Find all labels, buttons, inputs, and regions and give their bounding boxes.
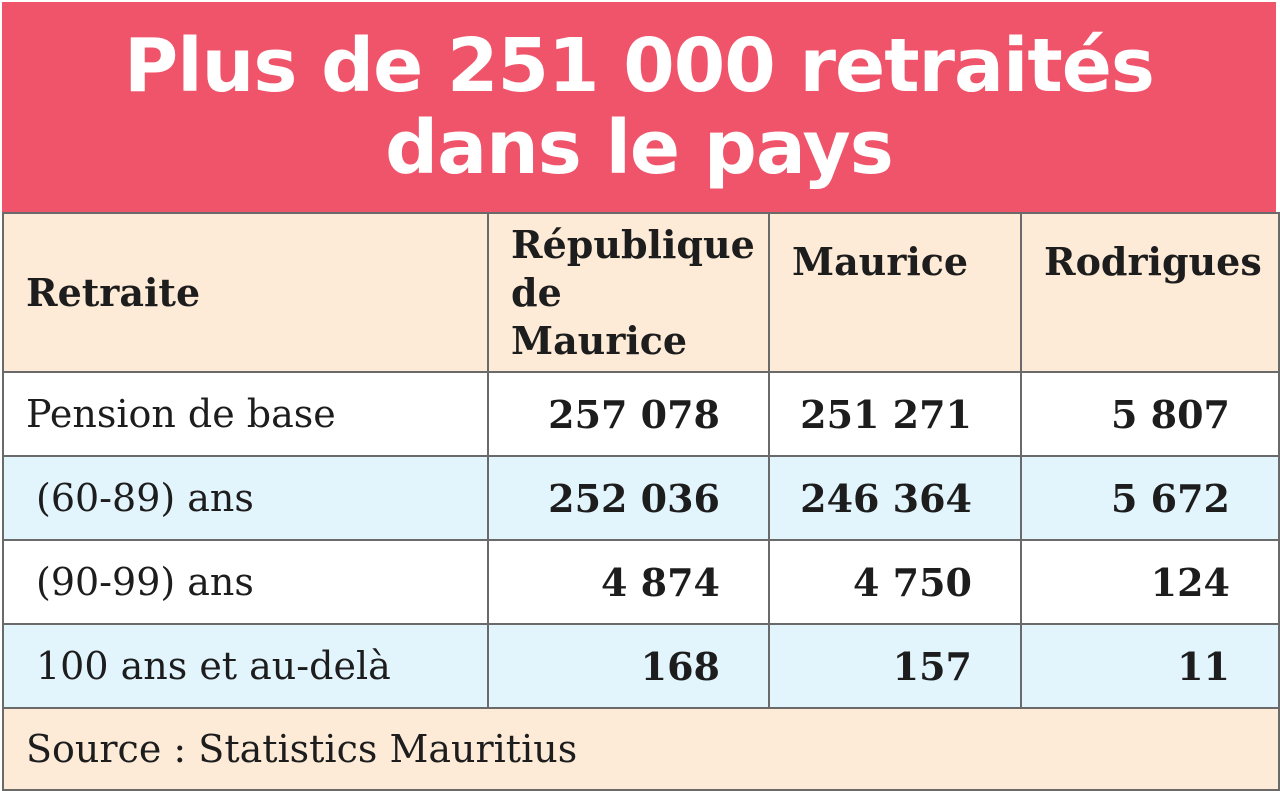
cell-republique: 257 078 (487, 371, 770, 457)
header-republique: République de Maurice (487, 212, 770, 373)
cell-rodrigues: 124 (1020, 539, 1280, 625)
source-row: Source : Statistics Mauritius (2, 707, 1280, 791)
cell-maurice: 4 750 (768, 539, 1022, 625)
table-row: (60-89) ans 252 036 246 364 5 672 (2, 455, 1280, 541)
row-label: (90-99) ans (2, 539, 489, 625)
table-row: 100 ans et au-delà 168 157 11 (2, 623, 1280, 709)
table-row: (90-99) ans 4 874 4 750 124 (2, 539, 1280, 625)
row-label: Pension de base (2, 371, 489, 457)
header-retraite: Retraite (2, 212, 489, 373)
cell-maurice: 251 271 (768, 371, 1022, 457)
infographic-title: Plus de 251 000 retraités dans le pays (2, 2, 1276, 212)
header-rodrigues: Rodrigues (1020, 212, 1280, 373)
source-note: Source : Statistics Mauritius (2, 707, 1280, 791)
title-line-2: dans le pays (385, 105, 894, 191)
cell-republique: 168 (487, 623, 770, 709)
cell-rodrigues: 5 672 (1020, 455, 1280, 541)
header-maurice: Maurice (768, 212, 1022, 373)
pension-table: Retraite République de Maurice Maurice R… (2, 212, 1280, 791)
cell-maurice: 246 364 (768, 455, 1022, 541)
table-row: Pension de base 257 078 251 271 5 807 (2, 371, 1280, 457)
row-label: (60-89) ans (2, 455, 489, 541)
header-row: Retraite République de Maurice Maurice R… (2, 212, 1280, 373)
title-line-1: Plus de 251 000 retraités (124, 23, 1155, 109)
cell-maurice: 157 (768, 623, 1022, 709)
row-label: 100 ans et au-delà (2, 623, 489, 709)
cell-rodrigues: 5 807 (1020, 371, 1280, 457)
cell-republique: 252 036 (487, 455, 770, 541)
cell-republique: 4 874 (487, 539, 770, 625)
cell-rodrigues: 11 (1020, 623, 1280, 709)
